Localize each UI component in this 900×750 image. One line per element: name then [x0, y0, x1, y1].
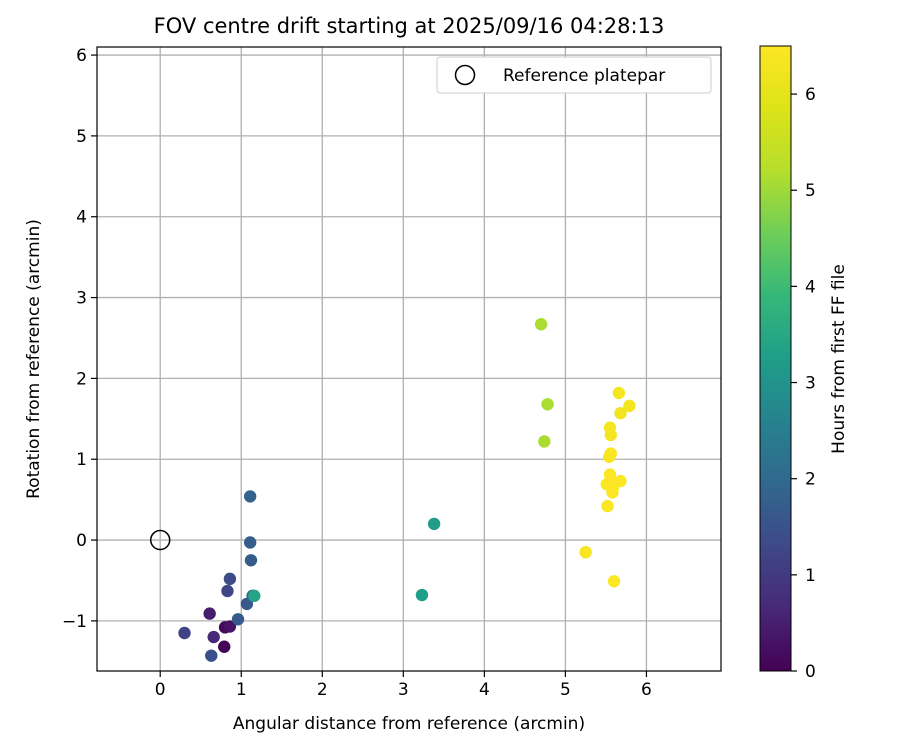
x-axis-ticks: 0 1 2 3 4 5 6	[155, 671, 652, 700]
data-point	[541, 398, 554, 411]
data-point	[223, 620, 237, 633]
data-point	[244, 554, 258, 567]
x-tick-label: 0	[155, 680, 166, 700]
data-point	[415, 588, 429, 602]
colorbar-tick-label: 1	[805, 566, 816, 586]
y-tick-label: 0	[76, 531, 87, 551]
x-tick-label: 4	[479, 680, 490, 700]
colorbar-tick-label: 2	[805, 470, 816, 490]
y-tick-label: 2	[76, 369, 87, 389]
colorbar-tick-label: 0	[805, 662, 816, 682]
data-point	[427, 517, 441, 531]
data-point	[231, 613, 245, 626]
data-point	[607, 575, 621, 588]
data-point	[221, 584, 234, 598]
y-axis-label: Rotation from reference (arcmin)	[24, 219, 44, 499]
y-axis-ticks: −1 0 1 2 3 4 5 6	[62, 46, 97, 632]
plot-frame	[96, 46, 722, 672]
data-point	[614, 406, 627, 420]
x-tick-label: 3	[398, 680, 409, 700]
y-tick-label: 4	[76, 208, 87, 228]
colorbar-ticks: 0 1 2 3 4 5 6	[791, 85, 816, 682]
x-tick-label: 2	[317, 680, 328, 700]
data-point	[612, 386, 626, 400]
colorbar-tick-label: 5	[805, 181, 816, 201]
data-point	[243, 536, 257, 549]
colorbar-gradient	[759, 45, 792, 672]
legend: Reference platepar	[436, 56, 712, 94]
x-tick-label: 5	[560, 680, 571, 700]
legend-box	[436, 56, 712, 94]
data-point	[218, 640, 231, 653]
data-point	[205, 649, 218, 662]
y-tick-label: 5	[76, 127, 87, 147]
data-point	[604, 428, 617, 442]
data-point	[203, 607, 216, 620]
colorbar-tick-label: 6	[805, 85, 816, 105]
y-tick-label: 6	[76, 46, 87, 66]
data-point	[534, 318, 548, 331]
data-point	[538, 435, 551, 448]
data-point	[207, 630, 220, 644]
legend-marker	[454, 64, 476, 86]
data-point	[623, 399, 636, 413]
reference-platepar-marker	[149, 529, 171, 551]
data-point	[243, 490, 257, 503]
colorbar: 0 1 2 3 4 5 6 Hours from first FF file	[759, 45, 849, 682]
data-point	[601, 499, 614, 513]
y-tick-label: −1	[62, 612, 87, 632]
colorbar-tick-label: 4	[805, 277, 816, 297]
data-point	[606, 486, 619, 499]
colorbar-label: Hours from first FF file	[829, 264, 849, 454]
y-tick-label: 1	[76, 450, 87, 470]
data-point	[178, 626, 191, 640]
y-tick-label: 3	[76, 289, 87, 309]
data-points	[178, 318, 636, 662]
grid	[97, 47, 721, 671]
x-axis-label: Angular distance from reference (arcmin)	[233, 714, 585, 734]
legend-label: Reference platepar	[503, 66, 665, 86]
data-point	[223, 572, 237, 586]
colorbar-tick-label: 3	[805, 374, 816, 394]
data-point	[579, 545, 592, 559]
data-point	[602, 450, 616, 464]
x-tick-label: 1	[236, 680, 247, 700]
x-tick-label: 6	[641, 680, 652, 700]
chart-title: FOV centre drift starting at 2025/09/16 …	[154, 14, 665, 38]
data-point	[248, 589, 261, 603]
